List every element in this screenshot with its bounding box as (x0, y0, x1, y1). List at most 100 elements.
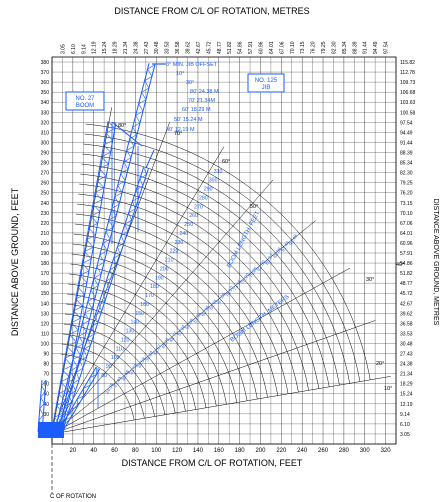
right-axis-labels: 115.82 112.78 109.73 106.68 103.63 100.58 97.5… (400, 60, 416, 438)
left-axis-label: 180 (41, 261, 50, 267)
title-right: DISTANCE ABOVE GROUND, METRES (432, 199, 439, 326)
top-axis-label: 70.10 (290, 41, 296, 54)
top-axis-label: 27.43 (144, 41, 150, 54)
bottom-axis-label: 60 (111, 448, 118, 454)
left-axis-label: 120 (41, 321, 50, 327)
right-axis-label: 88.39 (400, 150, 413, 156)
boom-length-feet-value: 280 (199, 195, 208, 201)
boom-length-feet-value: 260 (189, 213, 198, 219)
bottom-axis-label: 40 (90, 448, 97, 454)
boom-length-metre-value: 60.96 (200, 304, 210, 317)
boom-length-feet-value: 310 (214, 169, 223, 175)
bottom-axis-label: 240 (297, 448, 308, 454)
angle-line (51, 146, 225, 435)
top-axis-label: 64.01 (269, 41, 275, 54)
bottom-axis-label: 200 (255, 448, 266, 454)
left-axis-label: 220 (41, 221, 50, 227)
top-axis-label: 51.82 (227, 41, 233, 54)
boom-length-metre-value: 73.15 (232, 279, 242, 292)
boom-arc (60, 353, 135, 421)
title-top: DISTANCE FROM C/L OF ROTATION, METRES (114, 6, 309, 16)
angle-line (51, 179, 274, 435)
boom-length-metre-value: 88.39 (272, 246, 282, 259)
boom-arc (85, 123, 371, 380)
boom-lattice (37, 63, 166, 434)
right-axis-label: 103.63 (400, 100, 416, 106)
left-axis-label: 110 (41, 331, 49, 337)
top-axis-label: 42.67 (196, 41, 202, 54)
right-axis-label: 85.34 (400, 161, 413, 167)
right-axis-label: 54.86 (400, 261, 413, 267)
left-axis-label: 200 (41, 241, 50, 247)
left-axis-label: 50 (43, 392, 49, 398)
right-axis-label: 73.15 (400, 201, 413, 207)
right-axis-label: 39.62 (400, 311, 413, 317)
boom-chord (57, 167, 145, 430)
boom-length-metre-value: 64.01 (208, 298, 218, 311)
boom-length-metre-value: 85.34 (264, 253, 274, 266)
boom-box-line-2: BOOM (76, 103, 94, 109)
boom-length-metre-value: 57.91 (192, 311, 202, 324)
left-axis-label: 210 (41, 231, 50, 237)
left-axis-label: 230 (41, 211, 50, 217)
boom-length-feet-value: 200 (160, 266, 169, 272)
top-axis-label: 21.34 (123, 41, 129, 54)
top-axis-label: 3.05 (60, 44, 66, 54)
left-axis-label: 380 (41, 60, 50, 66)
right-axis-label: 48.77 (400, 281, 413, 287)
top-axis-label: 91.44 (363, 41, 369, 54)
top-axis-label: 12.19 (92, 41, 98, 54)
boom-angle-lines (51, 107, 391, 435)
boom-arc (82, 153, 340, 386)
right-axis-label: 70.10 (400, 211, 413, 217)
boom-length-metre-value: 94.49 (288, 233, 298, 246)
angle-label: 20° (376, 361, 384, 367)
top-axis-label: 9.14 (81, 44, 87, 54)
left-axis-label: 310 (41, 130, 50, 136)
top-axis-label: 97.54 (384, 41, 390, 54)
angle-line (51, 220, 316, 435)
top-axis-label: 73.15 (300, 41, 306, 54)
top-axis-label: 88.39 (352, 41, 358, 54)
angle-labels: 80° 70° 60° 50° 40° 30° 20° 10° (118, 123, 404, 392)
left-axis-label: 280 (41, 161, 50, 167)
jib-line-50: 50' 15.24 M (174, 117, 203, 123)
left-axis-label: 90 (43, 352, 49, 358)
boom-length-feet-value: 270 (194, 204, 203, 210)
boom-arc (68, 283, 207, 408)
boom-length-metre-value: 76.20 (240, 272, 250, 285)
right-axis-label: 100.58 (400, 110, 416, 116)
boom-length-feet-value: 80 (101, 373, 107, 379)
boom-arc (63, 323, 166, 415)
bottom-axis-label: 180 (235, 448, 246, 454)
right-axis-label: 42.67 (400, 301, 413, 307)
boom-arc (84, 133, 361, 382)
top-axis-label: 67.06 (279, 41, 285, 54)
boom-arc (72, 243, 248, 401)
top-axis-label: 60.96 (259, 41, 265, 54)
boom-length-feet-value: 140 (131, 320, 140, 326)
bottom-axis-label: 300 (360, 448, 371, 454)
jib-line-60: 60' 18.29 M (182, 107, 211, 113)
centerline-rotation-label: C OF ROTATION (50, 494, 96, 500)
right-axis-label: 51.82 (400, 271, 413, 277)
left-axis-label: 130 (41, 311, 50, 317)
jib-offset-note: 3° MIN. JIB OFFSET (166, 62, 218, 68)
right-axis-label: 94.49 (400, 130, 413, 136)
boom-length-metre-values: 94.4991.4488.3985.3482.3079.2576.2073.15… (104, 233, 298, 395)
top-axis-label: 36.58 (175, 41, 181, 54)
boom-length-feet-value: 210 (165, 258, 174, 264)
top-axis-label: 18.29 (113, 41, 119, 54)
top-axis-label: 39.62 (186, 41, 192, 54)
boom-length-feet-value: 220 (170, 249, 179, 255)
top-axis-label: 82.30 (332, 41, 338, 54)
boom-chord (59, 122, 117, 431)
angle-label: 30° (366, 277, 374, 283)
right-axis-label: 33.53 (400, 331, 413, 337)
bottom-axis-label: 140 (193, 448, 204, 454)
boom-box-line-1: NO. 27 (75, 96, 95, 102)
jib-angle-mid: 30° (186, 80, 194, 86)
right-axis-label: 67.06 (400, 221, 413, 227)
top-axis-label: 24.38 (133, 41, 139, 54)
top-axis-labels: 3.05 6.10 9.14 12.19 15.24 18.29 21.34 24.38 27.… (60, 41, 389, 54)
